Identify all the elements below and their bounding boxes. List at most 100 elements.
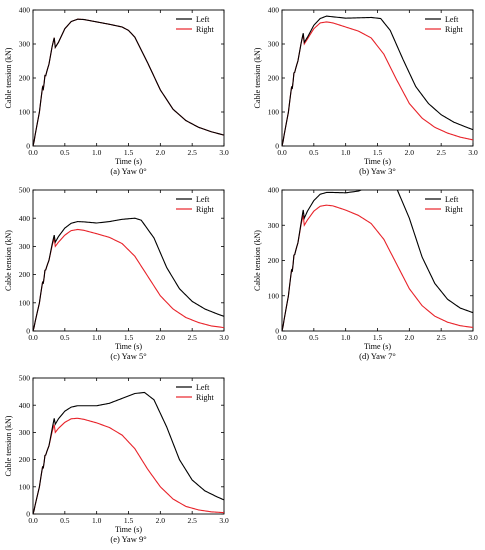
legend-label-right: Right bbox=[196, 205, 215, 214]
y-tick-label: 400 bbox=[19, 214, 31, 223]
y-tick-label: 300 bbox=[19, 428, 31, 437]
y-tick-label: 500 bbox=[19, 374, 31, 383]
series-line-left bbox=[33, 18, 224, 146]
y-tick-label: 100 bbox=[19, 482, 31, 491]
x-tick-label: 3.0 bbox=[219, 516, 229, 525]
panel-caption: (b) Yaw 3° bbox=[359, 166, 396, 176]
y-tick-label: 100 bbox=[19, 298, 31, 307]
legend-label-left: Left bbox=[445, 15, 459, 24]
y-tick-label: 300 bbox=[19, 242, 31, 251]
x-tick-label: 1.0 bbox=[341, 148, 351, 157]
x-axis-label: Time (s) bbox=[364, 157, 391, 166]
y-tick-label: 400 bbox=[19, 6, 31, 15]
x-tick-label: 3.0 bbox=[468, 148, 478, 157]
x-tick-label: 0.5 bbox=[60, 148, 70, 157]
x-axis-label: Time (s) bbox=[364, 342, 391, 351]
y-tick-label: 300 bbox=[268, 221, 280, 230]
x-axis-label: Time (s) bbox=[115, 525, 142, 534]
legend-label-left: Left bbox=[196, 15, 210, 24]
y-tick-label: 0 bbox=[26, 142, 30, 151]
x-axis-label: Time (s) bbox=[115, 342, 142, 351]
series-line-right bbox=[282, 204, 473, 331]
x-tick-label: 0.5 bbox=[309, 333, 319, 342]
x-tick-label: 2.5 bbox=[187, 333, 197, 342]
series-line-left bbox=[33, 391, 224, 514]
legend-label-left: Left bbox=[445, 195, 459, 204]
legend-label-right: Right bbox=[445, 205, 464, 214]
y-tick-label: 200 bbox=[268, 256, 280, 265]
x-tick-label: 1.5 bbox=[124, 333, 134, 342]
y-tick-label: 0 bbox=[275, 142, 279, 151]
y-tick-label: 0 bbox=[275, 327, 279, 336]
y-tick-label: 300 bbox=[268, 40, 280, 49]
y-tick-label: 300 bbox=[19, 40, 31, 49]
panel-1: 0.0 0.5 1.0 1.5 2.0 2.5 3.0 0 100 200 300 400 LeftRi… bbox=[4, 6, 229, 176]
y-tick-label: 400 bbox=[268, 6, 280, 15]
x-tick-label: 1.5 bbox=[373, 148, 383, 157]
x-tick-label: 2.5 bbox=[187, 516, 197, 525]
x-tick-label: 1.0 bbox=[341, 333, 351, 342]
y-tick-label: 100 bbox=[19, 108, 31, 117]
x-tick-label: 0.5 bbox=[60, 516, 70, 525]
x-tick-label: 1.5 bbox=[124, 516, 134, 525]
legend-label-right: Right bbox=[445, 25, 464, 34]
panel-3: 0.0 0.5 1.0 1.5 2.0 2.5 3.0 0 100 200 300 400 500 Lef… bbox=[4, 186, 229, 361]
x-tick-label: 0.5 bbox=[60, 333, 70, 342]
x-tick-label: 2.0 bbox=[156, 516, 166, 525]
y-tick-label: 200 bbox=[19, 74, 31, 83]
y-tick-label: 500 bbox=[19, 186, 31, 195]
series-line-left bbox=[282, 15, 473, 146]
x-tick-label: 0.0 bbox=[277, 333, 287, 342]
x-tick-label: 3.0 bbox=[219, 333, 229, 342]
y-tick-label: 200 bbox=[268, 74, 280, 83]
series-line-right bbox=[33, 417, 224, 514]
series-line-left bbox=[33, 217, 224, 331]
y-tick-label: 400 bbox=[19, 401, 31, 410]
series-line-left bbox=[282, 190, 473, 331]
y-tick-label: 200 bbox=[19, 455, 31, 464]
x-tick-label: 2.0 bbox=[405, 333, 415, 342]
series-line-right bbox=[33, 18, 224, 146]
x-axis-label: Time (s) bbox=[115, 157, 142, 166]
y-tick-label: 0 bbox=[26, 510, 30, 519]
panel-caption: (e) Yaw 9° bbox=[110, 534, 146, 544]
legend-label-right: Right bbox=[196, 393, 215, 402]
panel-caption: (c) Yaw 5° bbox=[110, 351, 146, 361]
panel-caption: (d) Yaw 7° bbox=[359, 351, 396, 361]
panel-4: 0.0 0.5 1.0 1.5 2.0 2.5 3.0 0 100 200 300 400 LeftRi… bbox=[253, 186, 478, 361]
x-tick-label: 1.0 bbox=[92, 148, 102, 157]
x-tick-label: 0.0 bbox=[28, 516, 38, 525]
y-tick-label: 400 bbox=[268, 186, 280, 195]
x-tick-label: 1.0 bbox=[92, 516, 102, 525]
x-tick-label: 3.0 bbox=[468, 333, 478, 342]
series-line-right bbox=[33, 228, 224, 331]
series-line-right bbox=[282, 21, 473, 146]
legend-label-left: Left bbox=[196, 195, 210, 204]
x-tick-label: 1.5 bbox=[373, 333, 383, 342]
y-axis-label: Cable tension (kN) bbox=[4, 415, 13, 476]
x-tick-label: 2.5 bbox=[436, 333, 446, 342]
x-tick-label: 2.0 bbox=[405, 148, 415, 157]
panel-5: 0.0 0.5 1.0 1.5 2.0 2.5 3.0 0 100 200 300 400 500 Lef… bbox=[4, 374, 229, 544]
x-tick-label: 0.0 bbox=[28, 148, 38, 157]
x-tick-label: 2.5 bbox=[436, 148, 446, 157]
x-tick-label: 0.5 bbox=[309, 148, 319, 157]
legend-label-right: Right bbox=[196, 25, 215, 34]
panel-2: 0.0 0.5 1.0 1.5 2.0 2.5 3.0 0 100 200 300 400 LeftRi… bbox=[253, 6, 478, 176]
y-tick-label: 200 bbox=[19, 270, 31, 279]
x-tick-label: 0.0 bbox=[28, 333, 38, 342]
y-axis-label: Cable tension (kN) bbox=[4, 47, 13, 108]
legend-label-left: Left bbox=[196, 383, 210, 392]
panel-caption: (a) Yaw 0° bbox=[110, 166, 146, 176]
x-tick-label: 1.5 bbox=[124, 148, 134, 157]
x-tick-label: 2.0 bbox=[156, 148, 166, 157]
x-tick-label: 3.0 bbox=[219, 148, 229, 157]
y-tick-label: 100 bbox=[268, 291, 280, 300]
y-axis-label: Cable tension (kN) bbox=[4, 230, 13, 291]
x-tick-label: 2.0 bbox=[156, 333, 166, 342]
y-tick-label: 100 bbox=[268, 108, 280, 117]
x-tick-label: 0.0 bbox=[277, 148, 287, 157]
y-axis-label: Cable tension (kN) bbox=[253, 47, 262, 108]
x-tick-label: 1.0 bbox=[92, 333, 102, 342]
